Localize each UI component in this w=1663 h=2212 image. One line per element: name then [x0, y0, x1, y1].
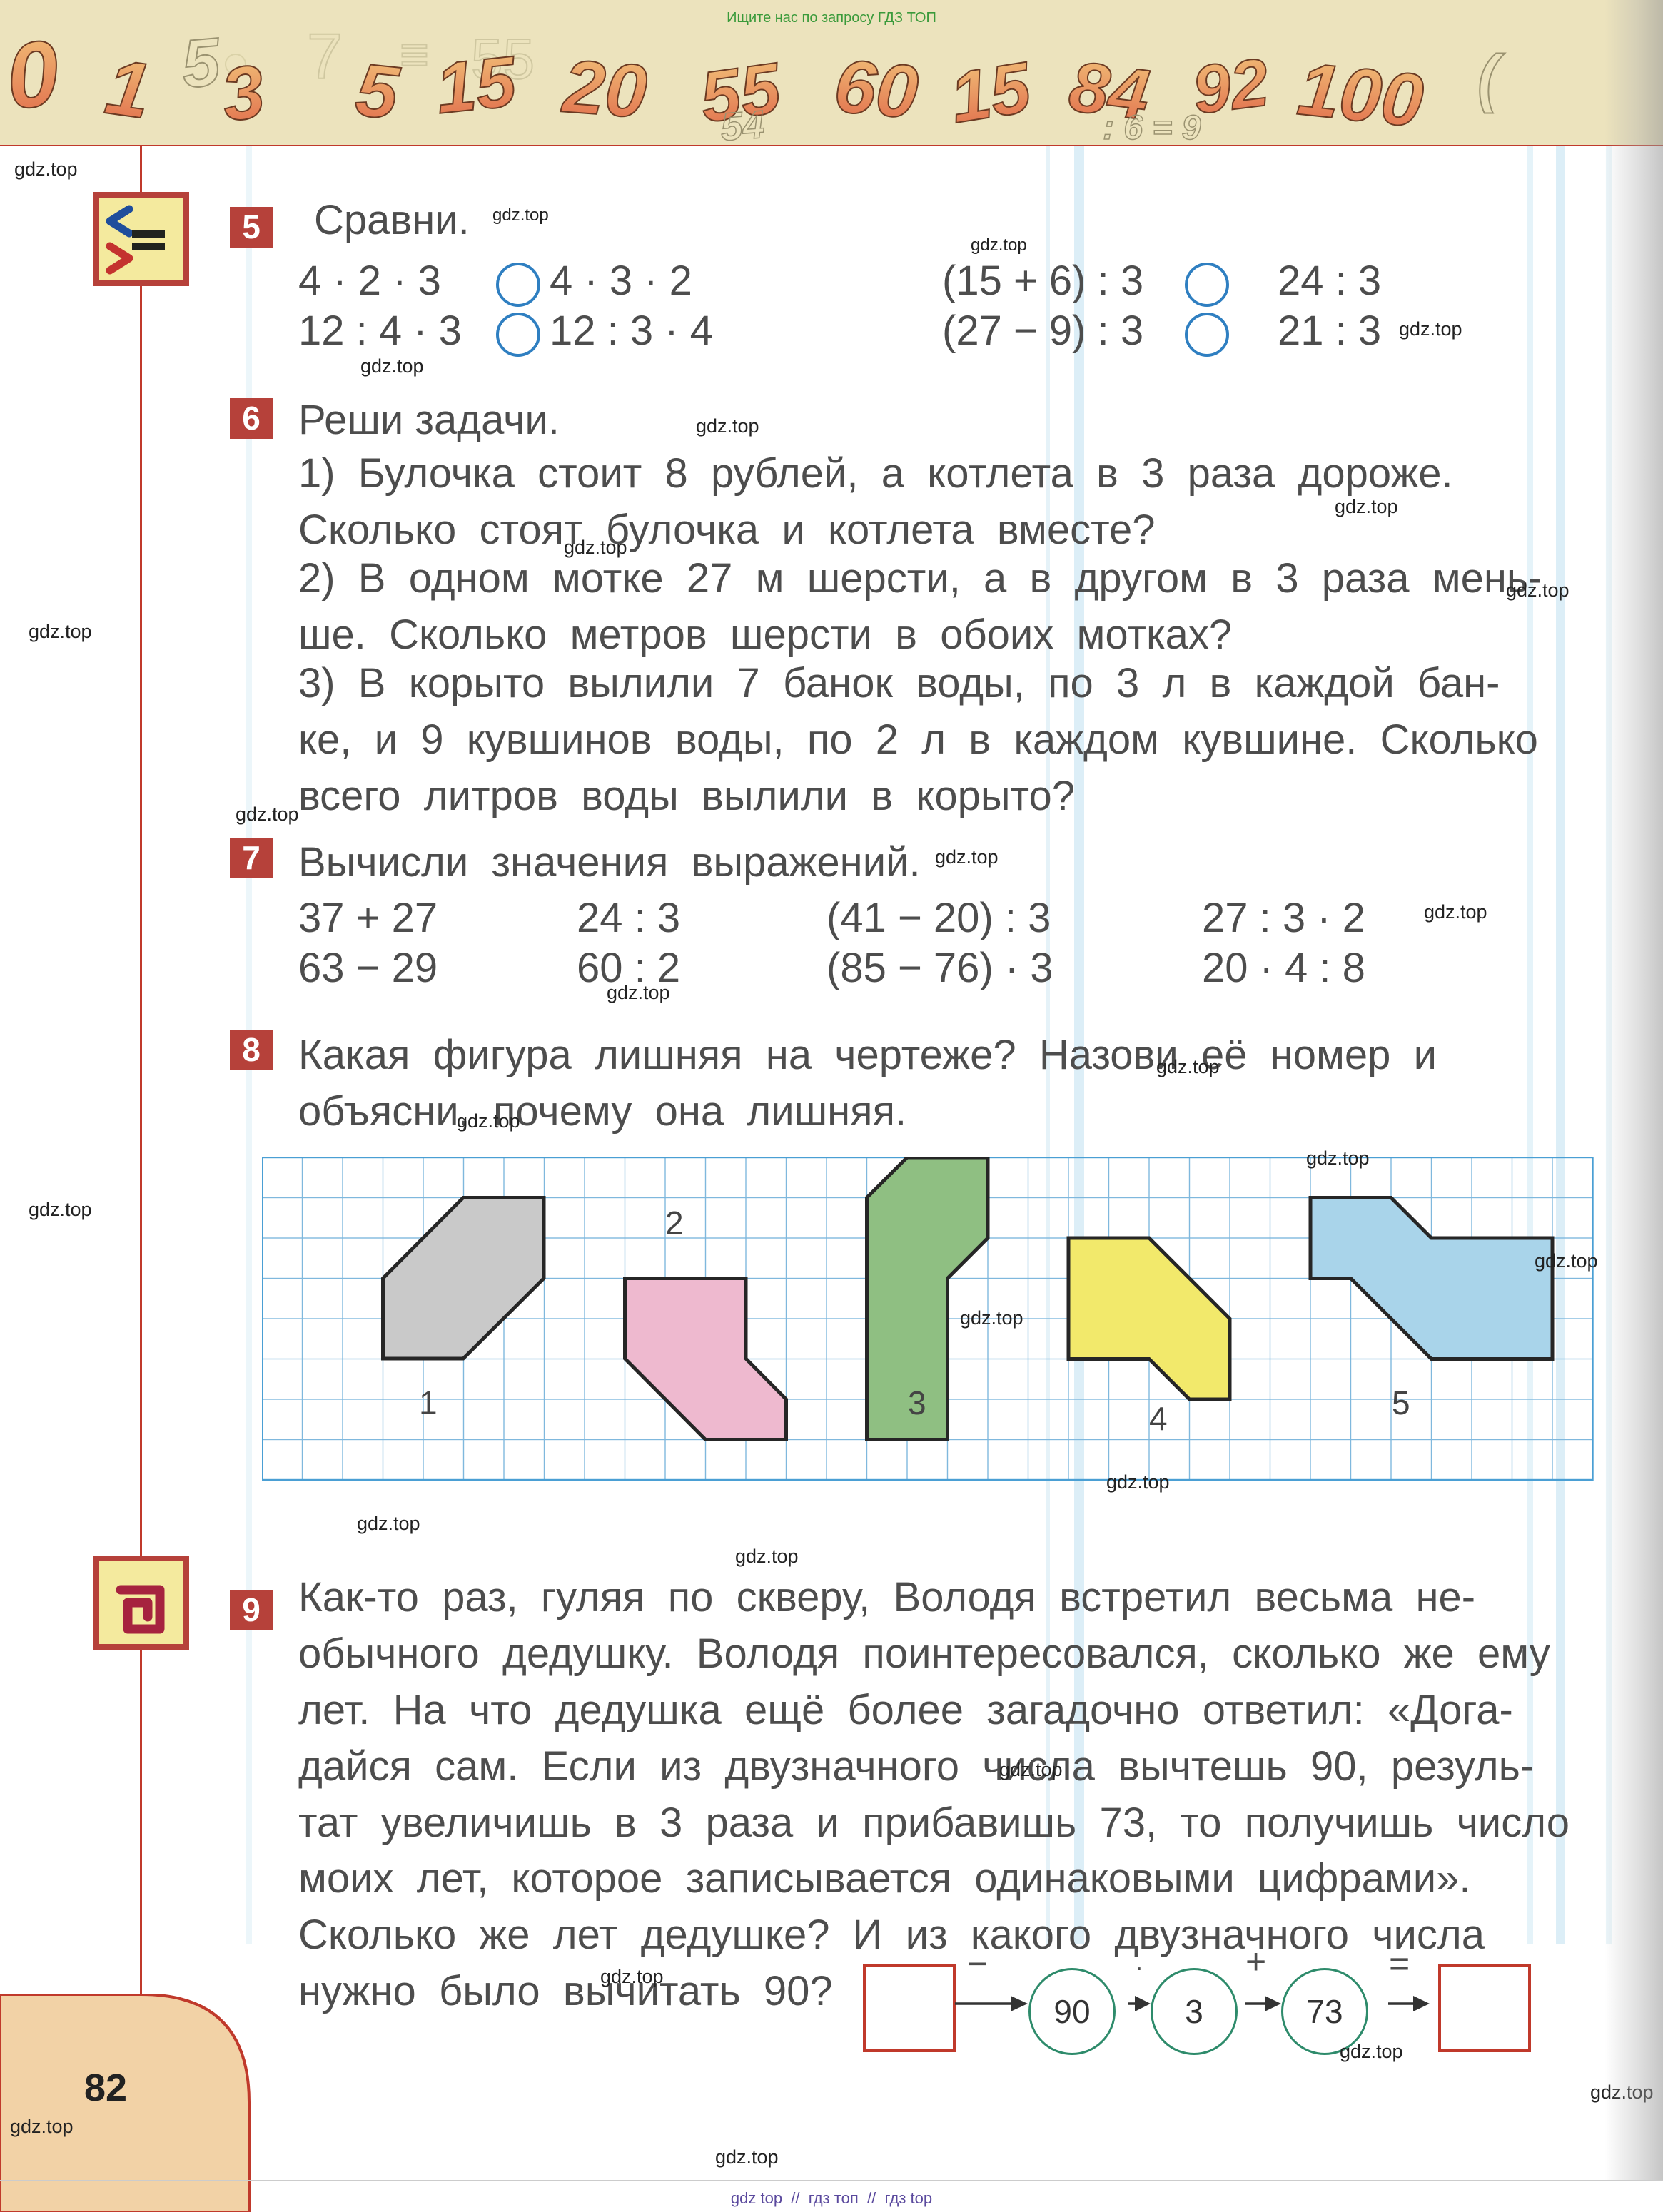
svg-text:5: 5	[1392, 1384, 1410, 1421]
svg-text:92: 92	[1188, 44, 1273, 128]
svg-text:60: 60	[831, 44, 921, 135]
svg-text:20: 20	[559, 44, 649, 133]
svg-text:7: 7	[307, 21, 343, 93]
svg-text:≡: ≡	[400, 26, 429, 82]
svg-text:54: 54	[719, 102, 766, 146]
svg-text:1: 1	[419, 1384, 438, 1421]
svg-text:3: 3	[908, 1384, 926, 1421]
svg-text:15: 15	[433, 41, 521, 129]
svg-text:5: 5	[178, 24, 223, 103]
svg-text:100: 100	[1294, 47, 1427, 143]
svg-text:4: 4	[1149, 1400, 1168, 1437]
svg-text:: 6 = 9: : 6 = 9	[1103, 109, 1201, 146]
svg-text:2: 2	[665, 1204, 684, 1242]
svg-text:0: 0	[1, 20, 64, 129]
svg-text:15: 15	[945, 47, 1037, 138]
